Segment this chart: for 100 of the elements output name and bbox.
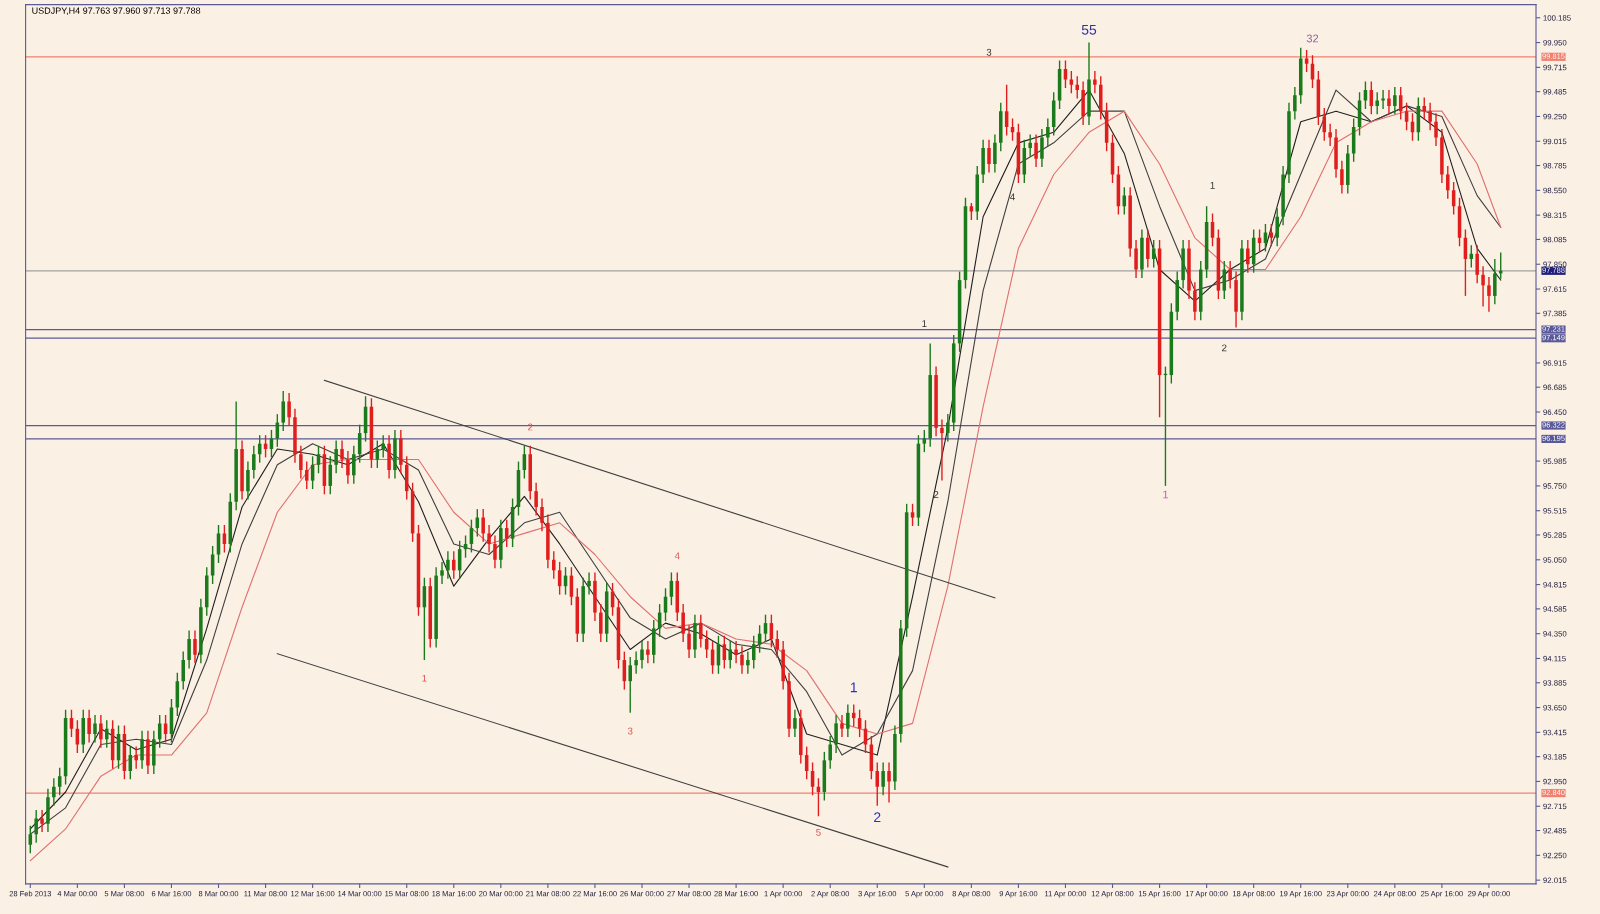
candlestick [193, 629, 197, 664]
candlestick [452, 550, 456, 580]
candlestick [1487, 276, 1491, 313]
candlestick [1304, 49, 1309, 73]
candlestick [840, 714, 844, 738]
candlestick [846, 703, 850, 738]
candlestick [599, 603, 603, 643]
candlestick [481, 508, 485, 543]
candlestick [381, 434, 385, 459]
candlestick [493, 534, 497, 569]
candlestick [1275, 207, 1279, 247]
candlestick [687, 624, 691, 659]
candlestick [1075, 75, 1079, 100]
annotation: 2 [874, 812, 881, 822]
candlestick [640, 640, 644, 670]
candlestick [634, 650, 638, 675]
candlestick [881, 761, 885, 796]
candlestick [1228, 260, 1232, 290]
annotation: 1 [422, 674, 427, 682]
candlestick [140, 730, 144, 770]
annotation: 3 [986, 48, 992, 56]
candlestick [587, 571, 591, 596]
candlestick [1034, 133, 1038, 168]
candlestick [910, 503, 915, 527]
candlestick [1446, 165, 1450, 200]
candlestick [487, 524, 491, 554]
candlestick [987, 138, 991, 174]
candlestick [993, 133, 997, 174]
candlestick [52, 777, 56, 807]
candlestick [87, 708, 91, 744]
candlestick [246, 460, 250, 501]
candlestick [1481, 265, 1485, 308]
candlestick [1475, 244, 1479, 284]
annotation: 1 [1210, 181, 1215, 189]
candlestick [446, 550, 450, 580]
candlestick [99, 714, 103, 749]
candlestick [352, 445, 356, 485]
annotation: 5 [816, 829, 821, 836]
candlestick [1134, 239, 1138, 279]
candlestick [1340, 160, 1344, 195]
annotation: 2 [528, 423, 533, 431]
candlestick [34, 809, 38, 844]
candlestick [1422, 96, 1427, 121]
candlestick [1193, 281, 1197, 321]
candlestick [1146, 228, 1150, 269]
candlestick [540, 497, 544, 532]
candlestick [946, 413, 950, 443]
candlestick [875, 761, 880, 807]
annotation: 2 [1222, 344, 1227, 352]
annotation: 1 [922, 320, 927, 327]
candlestick [1046, 117, 1050, 147]
candlestick [940, 418, 944, 482]
candlestick [299, 445, 303, 480]
candlestick [793, 708, 797, 738]
candlestick [746, 650, 750, 675]
candlestick [340, 439, 344, 469]
candlestick [699, 613, 703, 649]
candlestick [1040, 128, 1044, 168]
candlestick [187, 629, 191, 670]
candlestick [922, 429, 927, 453]
candlestick [93, 714, 97, 744]
candlestick [1322, 107, 1327, 142]
candlestick [287, 392, 291, 427]
candlestick [887, 761, 891, 804]
candlestick [346, 450, 350, 485]
candlestick [1375, 91, 1379, 116]
candlestick [181, 650, 185, 691]
candlestick [304, 460, 309, 490]
candlestick [534, 482, 538, 517]
candlestick [734, 640, 738, 664]
candlestick [1328, 123, 1332, 147]
candlestick [134, 745, 138, 770]
candlestick [751, 635, 756, 670]
annotation: 32 [1306, 34, 1319, 43]
candlestick [281, 390, 285, 432]
candlestick [1028, 133, 1032, 158]
candlestick [1493, 258, 1497, 306]
candlestick [552, 550, 556, 580]
annotation: 4 [1010, 193, 1015, 201]
candlestick [105, 719, 109, 749]
candlestick [681, 603, 685, 643]
candlestick [728, 640, 732, 670]
candlestick [1393, 86, 1397, 116]
candlestick [252, 445, 256, 480]
candlestick [334, 439, 338, 474]
candlestick [40, 809, 44, 833]
candlestick [628, 656, 632, 714]
candlestick [1246, 239, 1250, 274]
candlestick [646, 640, 650, 664]
annotation: 1 [1163, 490, 1169, 499]
candlestick [1293, 86, 1297, 121]
annotation: 4 [674, 552, 680, 560]
chart-title: USDJPY,H4 97.763 97.960 97.713 97.788 [32, 7, 201, 15]
candlestick [834, 714, 838, 754]
candlestick [1434, 112, 1438, 147]
candlestick [740, 645, 744, 675]
annotation: 3 [627, 727, 633, 735]
candlestick [1093, 70, 1097, 94]
candlestick [440, 561, 444, 585]
candlestick [828, 735, 832, 770]
